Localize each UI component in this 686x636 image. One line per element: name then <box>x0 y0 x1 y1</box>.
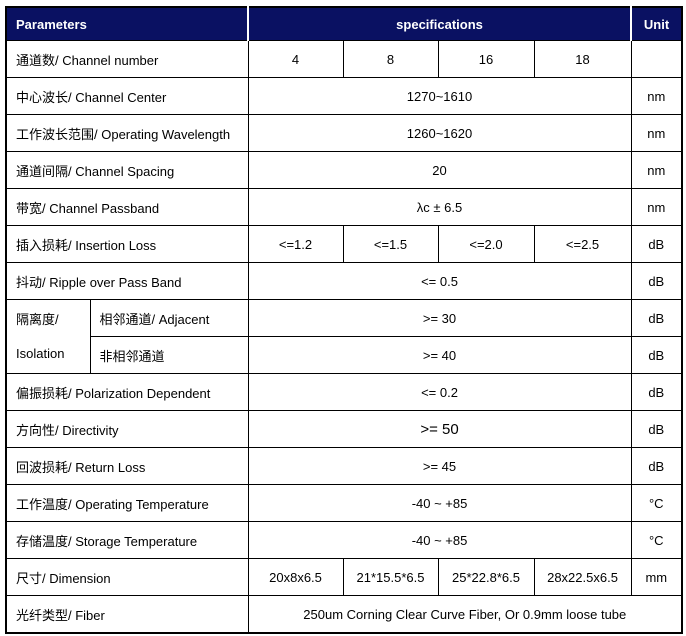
row-fiber: 光纤类型/ Fiber 250um Corning Clear Curve Fi… <box>5 595 683 634</box>
spec-value: 16 <box>437 40 535 78</box>
specifications-table: Parameters specifications Unit 通道数/ Chan… <box>5 6 684 634</box>
param-cell-insertion-loss: 插入损耗/ Insertion Loss <box>5 225 249 263</box>
unit-cell: nm <box>630 114 683 152</box>
header-row: Parameters specifications Unit <box>6 7 683 41</box>
spec-value: 1270~1610 <box>247 77 632 115</box>
row-channel-center: 中心波长/ Channel Center 1270~1610 nm <box>5 77 683 115</box>
spec-value: <=1.5 <box>342 225 439 263</box>
unit-cell: dB <box>630 373 683 411</box>
row-return-loss: 回波损耗/ Return Loss >= 45 dB <box>5 447 683 485</box>
unit-cell: nm <box>630 151 683 189</box>
row-isolation-non-adjacent: 非相邻通道 >= 40 dB <box>6 336 683 374</box>
spec-value: 20x8x6.5 <box>247 558 344 596</box>
unit-cell: dB <box>630 336 683 374</box>
param-cell-storage-temperature: 存储温度/ Storage Temperature <box>5 521 249 559</box>
unit-cell <box>630 40 683 78</box>
row-ripple: 抖动/ Ripple over Pass Band <= 0.5 dB <box>5 262 683 300</box>
spec-value: 1260~1620 <box>247 114 632 152</box>
row-directivity: 方向性/ Directivity >= 50 dB <box>5 410 683 448</box>
param-cell-polarization: 偏振损耗/ Polarization Dependent <box>5 373 249 411</box>
param-cell-operating-temperature: 工作温度/ Operating Temperature <box>5 484 249 522</box>
spec-value: >= 40 <box>247 336 632 374</box>
spec-value: <=2.0 <box>437 225 535 263</box>
param-cell-return-loss: 回波损耗/ Return Loss <box>5 447 249 485</box>
row-isolation-adjacent: 隔离度/ Isolation 相邻通道/ Adjacent >= 30 dB <box>5 299 683 374</box>
spec-value: λc ± 6.5 <box>247 188 632 226</box>
param-cell-isolation-non-adjacent: 非相邻通道 <box>89 336 249 374</box>
spec-value: -40 ~ +85 <box>247 521 632 559</box>
row-dimension: 尺寸/ Dimension 20x8x6.5 21*15.5*6.5 25*22… <box>5 558 683 596</box>
row-operating-wavelength: 工作波长范围/ Operating Wavelength 1260~1620 n… <box>5 114 683 152</box>
param-cell-ripple: 抖动/ Ripple over Pass Band <box>5 262 249 300</box>
param-cell-channel-spacing: 通道间隔/ Channel Spacing <box>5 151 249 189</box>
unit-cell: dB <box>630 262 683 300</box>
spec-value: 18 <box>533 40 632 78</box>
spec-value: <= 0.5 <box>247 262 632 300</box>
spec-value: <=2.5 <box>533 225 632 263</box>
param-cell-isolation-group: 隔离度/ Isolation <box>5 299 91 374</box>
param-cell-isolation-adjacent: 相邻通道/ Adjacent <box>89 299 249 337</box>
row-insertion-loss: 插入损耗/ Insertion Loss <=1.2 <=1.5 <=2.0 <… <box>5 225 683 263</box>
isolation-label-line2: Isolation <box>16 345 65 361</box>
spec-value: 20 <box>247 151 632 189</box>
spec-value: 250um Corning Clear Curve Fiber, Or 0.9m… <box>247 595 683 634</box>
unit-cell: °C <box>630 484 683 522</box>
spec-value: >= 45 <box>247 447 632 485</box>
spec-value: 28x22.5x6.5 <box>533 558 632 596</box>
param-cell-channel-passband: 带宽/ Channel Passband <box>5 188 249 226</box>
row-channel-passband: 带宽/ Channel Passband λc ± 6.5 nm <box>5 188 683 226</box>
row-channel-number: 通道数/ Channel number 4 8 16 18 <box>5 40 683 78</box>
unit-cell: nm <box>630 188 683 226</box>
spec-value: 25*22.8*6.5 <box>437 558 535 596</box>
spec-value: >= 30 <box>247 299 632 337</box>
param-cell-channel-center: 中心波长/ Channel Center <box>5 77 249 115</box>
unit-cell: dB <box>630 447 683 485</box>
unit-cell: nm <box>630 77 683 115</box>
row-operating-temperature: 工作温度/ Operating Temperature -40 ~ +85 °C <box>5 484 683 522</box>
spec-value: <=1.2 <box>247 225 344 263</box>
unit-cell: mm <box>630 558 683 596</box>
unit-cell: dB <box>630 299 683 337</box>
row-channel-spacing: 通道间隔/ Channel Spacing 20 nm <box>5 151 683 189</box>
unit-cell: °C <box>630 521 683 559</box>
spec-value: >= 50 <box>247 410 632 448</box>
spec-value: 4 <box>247 40 344 78</box>
spec-value: -40 ~ +85 <box>247 484 632 522</box>
spec-value: <= 0.2 <box>247 373 632 411</box>
spec-value: 8 <box>342 40 439 78</box>
isolation-label-line1: 隔离度/ <box>16 311 59 327</box>
row-storage-temperature: 存储温度/ Storage Temperature -40 ~ +85 °C <box>5 521 683 559</box>
header-parameters: Parameters <box>6 7 249 41</box>
param-cell-directivity: 方向性/ Directivity <box>5 410 249 448</box>
header-specifications: specifications <box>247 7 632 41</box>
unit-cell: dB <box>630 410 683 448</box>
param-cell-fiber: 光纤类型/ Fiber <box>5 595 249 634</box>
param-cell-dimension: 尺寸/ Dimension <box>5 558 249 596</box>
unit-cell: dB <box>630 225 683 263</box>
param-cell-channel-number: 通道数/ Channel number <box>5 40 249 78</box>
spec-value: 21*15.5*6.5 <box>342 558 439 596</box>
param-cell-operating-wavelength: 工作波长范围/ Operating Wavelength <box>5 114 249 152</box>
header-unit: Unit <box>630 7 683 41</box>
row-polarization: 偏振损耗/ Polarization Dependent <= 0.2 dB <box>5 373 683 411</box>
